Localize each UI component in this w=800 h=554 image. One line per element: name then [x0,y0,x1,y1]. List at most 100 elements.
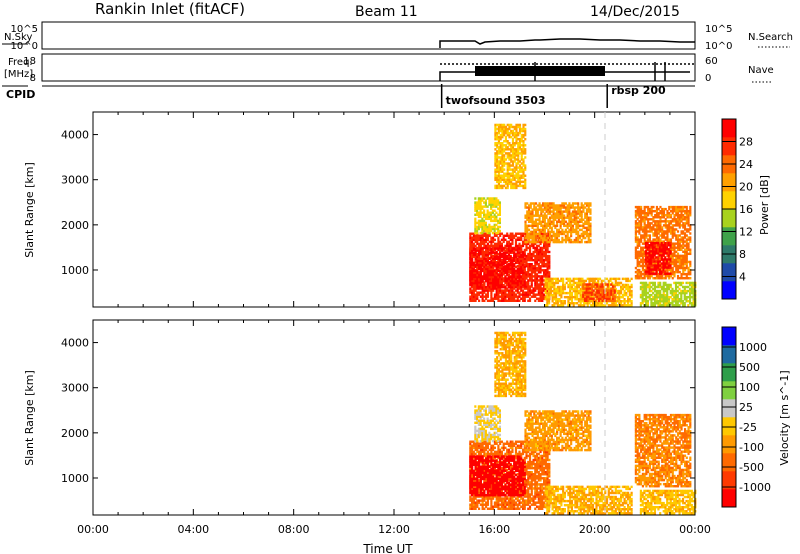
heatmap-cell [667,304,671,307]
heatmap-cell [667,272,670,275]
heatmap-cell [506,154,509,157]
heatmap-cell [510,180,513,184]
heatmap-cell [607,279,610,283]
heatmap-cell [494,172,497,175]
heatmap-cell [641,226,644,229]
heatmap-cell [483,244,486,248]
heatmap-cell [664,218,667,221]
heatmap-cell [570,220,573,223]
heatmap-cell [527,246,530,250]
heatmap-cell [506,244,509,248]
heatmap-cell [579,283,582,287]
heatmap-cell [667,258,670,261]
heatmap-cell [497,160,501,163]
heatmap-cell [627,287,630,291]
heatmap-cell [469,295,472,298]
heatmap-cell [497,213,500,216]
heatmap-cell [671,262,674,266]
heatmap-cell [557,218,560,221]
heatmap-cell [665,242,669,245]
heatmap-cell [536,208,539,211]
heatmap-cell [504,135,508,139]
heatmap-cell [547,218,550,221]
heatmap-cell [526,212,529,215]
heatmap-cell [668,205,671,209]
heatmap-cell [516,271,519,275]
heatmap-cell [522,158,525,161]
heatmap-cell [552,212,555,215]
heatmap-cell [527,224,531,228]
colorbar-tick-label: 4 [739,271,746,284]
heatmap-cell [616,300,619,303]
heatmap-cell [524,129,527,133]
heatmap-cell [538,232,541,236]
heatmap-cell [640,209,643,213]
heatmap-cell [556,277,559,281]
heatmap-cell [655,222,659,225]
heatmap-cell [509,277,512,280]
heatmap-cell [476,256,479,260]
heatmap-cell [574,291,577,295]
heatmap-cell [657,238,660,241]
heatmap-cell [521,244,525,248]
heatmap-cell [682,246,685,249]
heatmap-cell [499,234,502,237]
heatmap-cell [683,272,687,276]
heatmap-cell [469,299,472,302]
heatmap-cell [569,304,572,307]
heatmap-cell [666,230,669,233]
heatmap-cell [648,283,651,287]
heatmap-cell [471,242,474,246]
heatmap-cell [683,262,687,266]
heatmap-cell [543,226,546,230]
heatmap-cell [496,168,499,171]
heatmap-cell [517,125,520,129]
heatmap-cell [683,252,687,256]
heatmap-cell [552,206,555,209]
heatmap-cell [599,297,602,300]
heatmap-cell [618,293,621,297]
heatmap-cell [682,230,685,233]
heatmap-cell [476,225,479,229]
heatmap-cell [502,240,505,244]
heatmap-cell [644,272,647,275]
heatmap-cell [486,247,489,250]
heatmap-cell [528,287,532,290]
heatmap-cell [660,246,663,249]
heatmap-cell [479,201,482,204]
heatmap-cell [623,297,626,301]
heatmap-cell [524,206,527,209]
heatmap-cell [554,212,557,215]
heatmap-cell [657,254,660,258]
heatmap-cell [531,212,534,215]
heatmap-cell [524,133,527,137]
heatmap-cell [645,230,648,233]
heatmap-cell [659,222,662,225]
heatmap-cell [497,275,500,279]
heatmap-cell [678,209,681,213]
heatmap-cell [640,240,643,243]
heatmap-cell [634,254,637,258]
heatmap-cell [561,206,564,209]
heatmap-cell [597,289,601,292]
heatmap-cell [492,283,495,287]
heatmap-cell [479,267,482,271]
heatmap-cell [518,144,522,147]
heatmap-cell [564,216,567,219]
heatmap-cell [493,247,496,250]
heatmap-cell [547,228,550,232]
heatmap-cell [497,255,500,258]
heatmap-cell [515,182,518,186]
heatmap-cell [572,279,575,283]
heatmap-cell [664,304,667,307]
heatmap-cell [648,240,652,243]
heatmap-cell [499,273,502,277]
heatmap-cell [682,256,685,260]
noise-right-label: N.Search [748,32,793,43]
heatmap-cell [587,226,590,230]
heatmap-cell [565,295,568,299]
heatmap-cell [511,249,514,252]
heatmap-cell [645,214,648,217]
heatmap-cell [483,271,486,274]
heatmap-cell [643,274,646,278]
